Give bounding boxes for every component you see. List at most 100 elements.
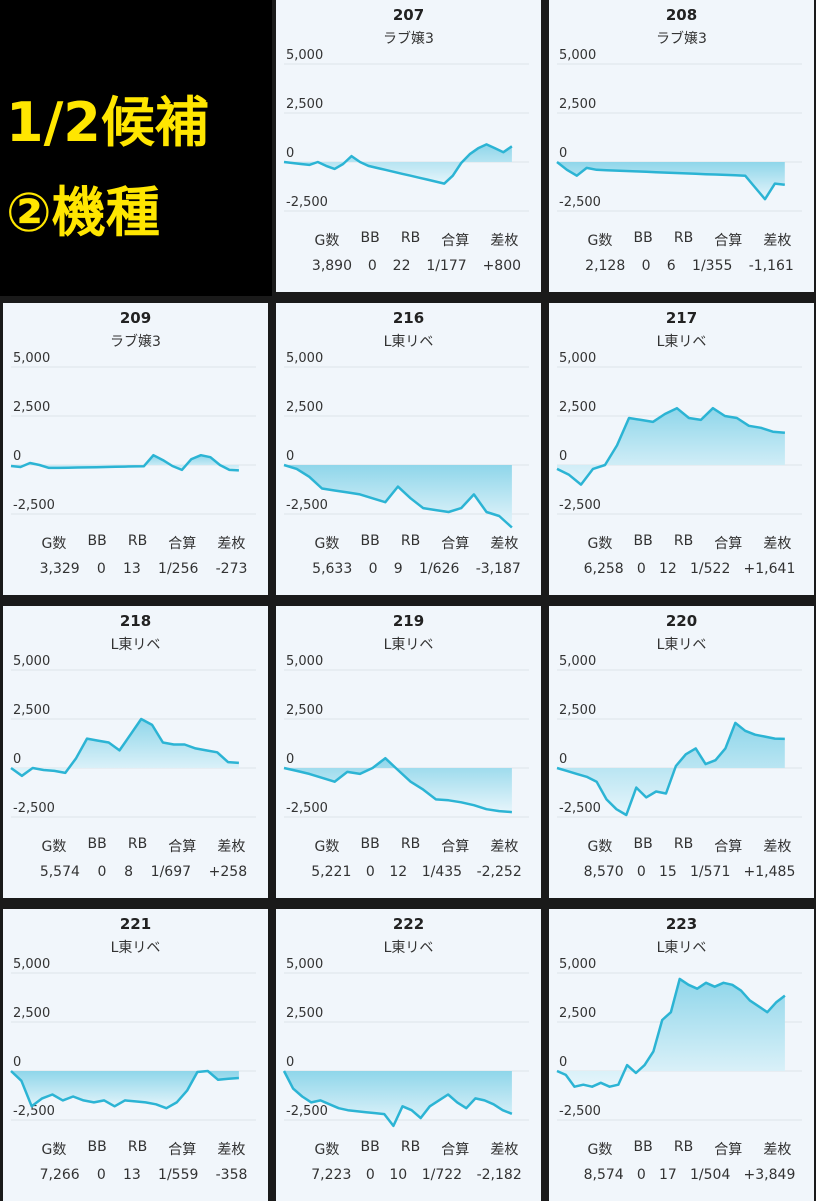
stat-value-games: 7,223: [311, 1167, 352, 1183]
machine-number: 223: [665, 915, 698, 933]
stat-header: BB: [633, 1139, 653, 1155]
slump-graph: 5,000 2,500 0 -2,500: [10, 654, 256, 818]
stat-header: G数: [314, 839, 340, 855]
stats-table: G数 BB RB 合算 差枚 3,329 0 13 1/256 -273: [3, 533, 268, 577]
machine-model: L東リベ: [656, 637, 707, 653]
stat-value-diff: -273: [215, 561, 248, 577]
series-area: [284, 758, 512, 813]
stats-table: G数 BB RB 合算 差枚 6,258 0 12 1/522 +1,641: [549, 533, 814, 577]
stat-value-games: 7,266: [39, 1167, 80, 1183]
slump-graph: 5,000 2,500 0 -2,500: [283, 654, 529, 818]
title-banner: 1/2候補 ②機種: [0, 0, 272, 296]
machine-number: 217: [665, 309, 698, 327]
machine-card-220: 220 L東リベ 5,000 2,500 0 -2,500 G数 BB RB 合算 差枚 8,570 0…: [549, 606, 814, 898]
y-tick-label: -2,500: [286, 801, 328, 816]
stat-value-combined: 1/626: [419, 561, 460, 577]
stat-value-games: 6,258: [583, 561, 624, 577]
y-tick-label: 5,000: [286, 48, 323, 63]
machine-number: 216: [392, 309, 425, 327]
y-tick-label: 2,500: [559, 1006, 596, 1021]
machine-number: 222: [392, 915, 425, 933]
stat-value-combined: 1/177: [426, 258, 467, 274]
series-line: [556, 406, 786, 486]
slump-graph: 5,000 2,500 0 -2,500: [556, 957, 802, 1121]
banner-line-2: ②機種: [6, 181, 160, 244]
series-line: [10, 717, 239, 778]
banner-line-1: 1/2候補: [6, 91, 209, 154]
stat-header: 合算: [441, 839, 470, 855]
stat-value-combined: 1/697: [150, 864, 192, 880]
stats-table: G数 BB RB 合算 差枚 8,574 0 17 1/504 +3,849: [549, 1139, 814, 1183]
machine-model: L東リベ: [656, 334, 707, 350]
y-tick-label: 2,500: [286, 1006, 323, 1021]
stat-header: G数: [587, 536, 613, 552]
y-tick-label: 2,500: [559, 400, 596, 415]
stat-value-bb: 0: [636, 561, 646, 577]
stat-header: RB: [673, 533, 694, 549]
stat-header: BB: [633, 836, 653, 852]
stat-header: RB: [127, 533, 148, 549]
stat-header: RB: [400, 533, 421, 549]
stats-table: G数 BB RB 合算 差枚 8,570 0 15 1/571 +1,485: [549, 836, 814, 880]
slump-graph: 5,000 2,500 0 -2,500: [10, 957, 256, 1121]
stat-value-bb: 0: [636, 864, 646, 880]
slump-graph: 5,000 2,500 0 -2,500: [556, 48, 802, 212]
machine-card-223: 223 L東リベ 5,000 2,500 0 -2,500 G数 BB RB 合算 差枚 8,574 0…: [549, 909, 814, 1201]
stat-value-bb: 0: [636, 1167, 646, 1183]
stat-value-combined: 1/435: [421, 864, 463, 880]
machine-card-222: 222 L東リベ 5,000 2,500 0 -2,500 G数 BB RB 合算 差枚 7,223 0…: [276, 909, 541, 1201]
stat-value-diff: -1,161: [748, 258, 794, 274]
stat-header: 差枚: [490, 233, 519, 249]
y-tick-label: 0: [286, 146, 294, 161]
stat-header: BB: [87, 1139, 107, 1155]
stat-value-games: 5,221: [311, 864, 352, 880]
series-area: [557, 162, 785, 200]
y-tick-label: 2,500: [559, 97, 596, 112]
stat-value-bb: 0: [368, 561, 378, 577]
stat-value-diff: -2,252: [476, 864, 522, 880]
y-tick-label: 5,000: [286, 957, 323, 972]
stat-header: 合算: [441, 536, 470, 552]
series-area: [11, 1071, 239, 1109]
series-area: [284, 144, 512, 184]
series-area: [11, 719, 239, 776]
machine-card-217: 217 L東リベ 5,000 2,500 0 -2,500 G数 BB RB 合算 差枚 6,258 0…: [549, 303, 814, 595]
machine-model: L東リベ: [110, 940, 161, 956]
series-line: [283, 463, 513, 529]
stat-header: 合算: [441, 233, 470, 249]
y-tick-label: 0: [559, 449, 567, 464]
stat-value-rb: 6: [666, 258, 676, 274]
stat-value-games: 2,128: [585, 258, 626, 274]
stat-header: G数: [314, 536, 340, 552]
y-tick-label: -2,500: [559, 801, 601, 816]
stat-header: G数: [314, 1142, 340, 1158]
stat-value-bb: 0: [365, 1167, 375, 1183]
stats-table: G数 BB RB 合算 差枚 5,574 0 8 1/697 +258: [3, 836, 268, 880]
stat-value-combined: 1/256: [158, 561, 199, 577]
stat-header: 合算: [441, 1142, 470, 1158]
stat-value-combined: 1/722: [421, 1167, 463, 1183]
stat-value-combined: 1/559: [158, 1167, 199, 1183]
series-area: [557, 978, 785, 1087]
stat-header: RB: [127, 836, 148, 852]
stat-header: G数: [587, 1142, 613, 1158]
stat-value-combined: 1/522: [690, 561, 731, 577]
stat-value-diff: +3,849: [743, 1167, 796, 1183]
stats-table: G数 BB RB 合算 差枚 7,223 0 10 1/722 -2,182: [276, 1139, 541, 1183]
y-tick-label: 5,000: [559, 48, 596, 63]
stat-header: 差枚: [217, 536, 246, 552]
stat-value-games: 3,329: [39, 561, 80, 577]
stat-value-bb: 0: [365, 864, 375, 880]
series-line: [10, 453, 239, 472]
stat-header: 差枚: [490, 536, 519, 552]
stat-header: BB: [360, 230, 380, 246]
y-tick-label: 5,000: [286, 351, 323, 366]
y-tick-label: 5,000: [13, 654, 50, 669]
y-tick-label: 5,000: [559, 654, 596, 669]
y-tick-label: -2,500: [559, 1104, 601, 1119]
machine-model: L東リベ: [656, 940, 707, 956]
stat-header: G数: [41, 536, 67, 552]
series-area: [557, 722, 785, 815]
machine-number: 218: [119, 612, 152, 630]
stat-value-games: 5,633: [312, 561, 353, 577]
